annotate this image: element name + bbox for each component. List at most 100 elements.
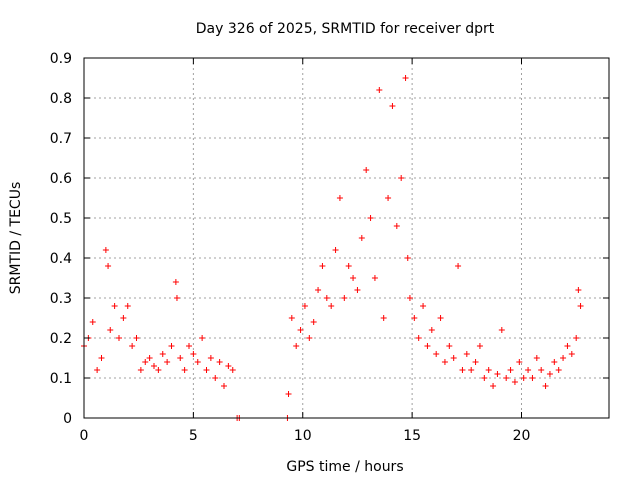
- data-point: [310, 319, 317, 325]
- data-point: [151, 363, 157, 369]
- data-point: [358, 235, 365, 241]
- data-point: [498, 327, 505, 333]
- data-point: [89, 319, 96, 325]
- data-point: [336, 195, 343, 201]
- y-tick-label: 0.9: [50, 51, 72, 67]
- plot-border: [83, 57, 610, 419]
- data-point: [546, 371, 553, 377]
- data-point: [216, 359, 223, 365]
- data-point: [94, 367, 101, 373]
- data-point: [186, 343, 192, 349]
- data-point: [450, 355, 457, 361]
- data-point: [520, 375, 527, 381]
- data-point: [332, 247, 339, 253]
- data-point: [507, 367, 514, 373]
- data-point: [129, 343, 136, 349]
- x-tick-label: 20: [513, 428, 531, 444]
- data-point: [212, 375, 219, 381]
- data-point: [428, 327, 435, 333]
- data-point: [393, 223, 400, 229]
- data-point: [155, 367, 162, 373]
- data-point: [124, 303, 131, 309]
- data-point: [105, 263, 112, 269]
- data-point: [568, 351, 575, 357]
- data-point: [437, 315, 444, 321]
- data-point: [525, 367, 532, 373]
- data-point: [107, 327, 114, 333]
- x-axis-label: GPS time / hours: [286, 459, 403, 475]
- data-point: [354, 287, 361, 293]
- data-point: [168, 343, 175, 349]
- data-point: [363, 167, 370, 173]
- data-point: [293, 343, 300, 349]
- data-point: [319, 263, 326, 269]
- data-point: [533, 355, 540, 361]
- x-tick-label: 0: [80, 428, 89, 444]
- data-point: [575, 287, 582, 293]
- data-point: [350, 275, 357, 281]
- data-point: [137, 367, 144, 373]
- data-point: [306, 335, 313, 341]
- x-tick-label: 5: [189, 428, 198, 444]
- data-point: [199, 335, 206, 341]
- data-point: [229, 367, 236, 373]
- y-tick-label: 0.5: [50, 211, 72, 227]
- data-point: [463, 351, 470, 357]
- data-point: [551, 359, 558, 365]
- data-point: [385, 195, 392, 201]
- data-point: [490, 383, 497, 389]
- tick-labels: 0 0.1 0.2 0.3 0.4 0.5 0.6 0.7 0.8 0.9 0 5 10 15 20: [50, 51, 531, 444]
- x-tick-label: 10: [294, 428, 312, 444]
- data-point: [577, 303, 584, 309]
- data-point: [573, 335, 580, 341]
- data-point: [406, 295, 413, 301]
- data-point: [172, 279, 179, 285]
- data-point: [315, 287, 322, 293]
- data-point: [177, 355, 184, 361]
- data-point: [455, 263, 462, 269]
- data-points: [81, 75, 584, 421]
- data-point: [341, 295, 348, 301]
- data-point: [564, 343, 571, 349]
- data-point: [415, 335, 422, 341]
- data-point: [511, 379, 518, 385]
- data-point: [146, 355, 153, 361]
- data-point: [476, 343, 483, 349]
- data-point: [433, 351, 440, 357]
- data-point: [420, 303, 427, 309]
- y-tick-label: 0.3: [50, 291, 72, 307]
- y-axis-label: SRMTID / TECUs: [8, 182, 24, 295]
- data-point: [142, 359, 149, 365]
- data-point: [111, 303, 118, 309]
- data-point: [560, 355, 567, 361]
- data-point: [323, 295, 330, 301]
- data-point: [516, 359, 523, 365]
- data-point: [424, 343, 431, 349]
- data-point: [555, 367, 562, 373]
- data-point: [494, 371, 501, 377]
- data-point: [207, 355, 214, 361]
- data-point: [173, 295, 180, 301]
- data-point: [203, 367, 210, 373]
- axis-ticks: [83, 57, 609, 419]
- data-point: [485, 367, 492, 373]
- data-point: [389, 103, 396, 109]
- data-point: [380, 315, 387, 321]
- data-point: [288, 315, 295, 321]
- y-tick-label: 0.1: [50, 371, 72, 387]
- data-point: [164, 359, 171, 365]
- data-point: [529, 375, 536, 381]
- data-point: [398, 175, 405, 181]
- y-tick-label: 0.4: [50, 251, 72, 267]
- y-tick-label: 0.7: [50, 131, 72, 147]
- chart-title: Day 326 of 2025, SRMTID for receiver dpr…: [196, 21, 495, 37]
- data-point: [446, 343, 453, 349]
- data-point: [404, 255, 411, 261]
- data-point: [367, 215, 374, 221]
- data-point: [441, 359, 448, 365]
- data-point: [472, 359, 479, 365]
- y-tick-label: 0.8: [50, 91, 72, 107]
- data-point: [481, 375, 488, 381]
- y-tick-label: 0.6: [50, 171, 72, 187]
